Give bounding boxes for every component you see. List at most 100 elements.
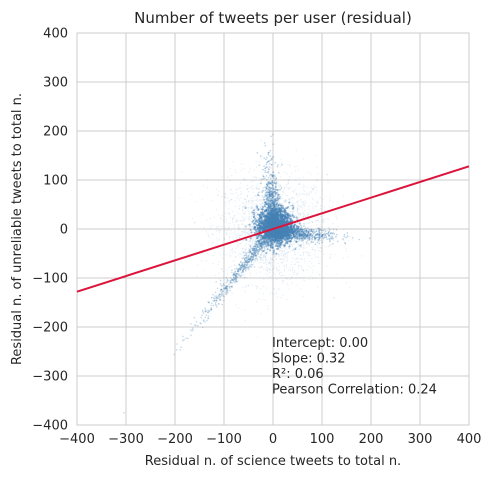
scatter-point [300,200,302,202]
scatter-point [301,233,303,236]
scatter-point [214,274,216,277]
scatter-point [265,163,268,165]
scatter-point [206,178,208,181]
scatter-point [287,251,289,254]
scatter-point [301,213,303,216]
scatter-point [328,230,330,233]
scatter-point [300,232,303,235]
scatter-point [265,163,268,165]
scatter-point [328,238,331,240]
scatter-point [328,206,330,208]
scatter-point [266,269,268,271]
scatter-point [319,246,321,249]
scatter-point [258,266,260,269]
scatter-point [302,247,304,249]
scatter-point [302,233,305,236]
scatter-point [200,322,202,325]
scatter-point [271,191,273,193]
scatter-point [268,186,271,189]
scatter-point [224,238,226,240]
scatter-point [237,212,239,215]
scatter-point [272,176,275,179]
scatter-point [303,237,305,239]
scatter-point [272,292,274,294]
scatter-point [237,224,239,226]
scatter-point [266,190,268,193]
scatter-point [259,254,262,256]
scatter-point [238,263,241,266]
scatter-point [263,157,266,159]
scatter-point [321,240,324,242]
scatter-point [296,206,298,209]
scatter-point [215,281,217,283]
scatter-point [310,229,313,231]
scatter-point [306,235,308,237]
scatter-point [234,252,236,254]
scatter-point [332,239,335,242]
scatter-point [314,238,316,241]
scatter-point [294,263,296,265]
scatter-point [314,250,316,252]
scatter-point [347,256,349,258]
scatter-point [313,236,316,238]
scatter-point [268,191,271,194]
scatter-point [250,253,253,256]
scatter-point [282,279,285,282]
scatter-point [226,285,228,287]
scatter-point [282,258,284,260]
scatter-point [236,267,238,269]
scatter-point [268,263,270,265]
scatter-point [253,215,256,218]
scatter-point [304,230,306,232]
scatter-point [293,249,296,252]
scatter-point [232,278,235,281]
scatter-point [209,228,211,231]
scatter-point [271,179,273,182]
scatter-point [310,230,313,232]
scatter-point [191,193,193,196]
scatter-point [260,256,262,259]
scatter-point [302,295,304,297]
scatter-point [274,199,277,202]
scatter-point [322,234,324,236]
scatter-point [276,200,278,202]
scatter-point [257,246,260,248]
scatter-point [323,236,326,239]
scatter-point [292,210,295,212]
scatter-point [307,213,309,215]
scatter-point [256,188,258,191]
scatter-point [333,233,336,235]
scatter-point [253,221,255,223]
scatter-point [247,243,250,246]
scatter-point [288,243,291,246]
scatter-point [252,255,254,258]
scatter-point [302,201,305,203]
scatter-point [253,253,256,255]
scatter-point [243,248,246,250]
scatter-point [246,260,249,263]
scatter-point [319,274,321,276]
scatter-point [249,264,251,267]
scatter-point [206,186,209,189]
scatter-point [229,199,232,201]
scatter-point [275,266,278,268]
scatter-point [288,210,290,212]
scatter-point [290,234,293,237]
scatter-point [242,271,245,273]
scatter-point [292,243,295,245]
scatter-point [265,203,268,205]
scatter-point [253,249,255,252]
scatter-point [204,321,206,323]
scatter-point [311,234,314,237]
scatter-point [302,176,304,178]
scatter-point [332,228,335,231]
scatter-point [262,189,265,192]
scatter-point [223,216,225,218]
scatter-point [274,198,276,201]
scatter-point [291,197,293,199]
scatter-point [222,270,224,273]
scatter-point [258,161,261,163]
scatter-point [197,264,199,266]
scatter-point [317,216,319,218]
scatter-point [258,199,260,201]
